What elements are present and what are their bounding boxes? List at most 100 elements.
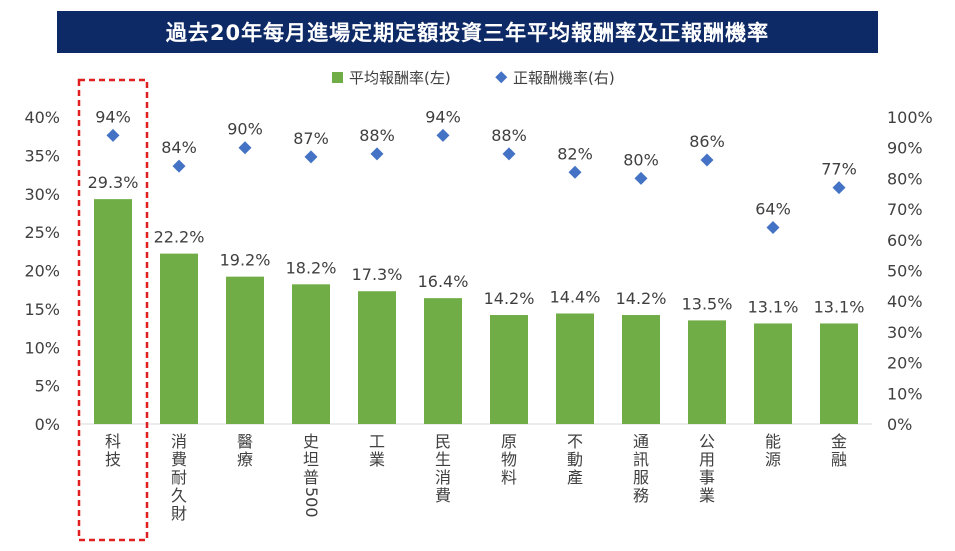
right-tick-label: 80% [887,169,923,188]
bar [556,313,594,424]
left-tick-label: 40% [24,108,60,127]
marker-data-label: 80% [623,150,659,169]
right-tick-label: 10% [887,384,923,403]
marker-series: 94% 84% 90% 87% 88% 94% 88% 82% 80% 86% 64% 77% [95,107,857,235]
marker-data-label: 64% [755,200,791,219]
marker-point [766,221,780,235]
left-tick-label: 5% [35,377,60,396]
bar-series: 29.3% 22.2% 19.2% 18.2% 17.3% 16.4% 14.2% 14.4%… [88,173,864,424]
marker-point [832,181,846,195]
category-label-part: 史 [303,432,319,451]
bar-data-label: 13.5% [682,294,733,313]
category-label-part: 久 [171,486,187,505]
bar-data-label: 14.2% [484,289,535,308]
marker-data-label: 94% [95,107,131,126]
bar [94,199,132,424]
bar-data-label: 14.2% [616,289,667,308]
left-tick-label: 20% [24,262,60,281]
bar-data-label: 18.2% [286,258,337,277]
bar [622,315,660,424]
bar [292,284,330,424]
right-tick-label: 90% [887,139,923,158]
marker-point [106,128,120,142]
category-label-part: 訊 [633,450,649,469]
chart-title: 過去20年每月進場定期定額投資三年平均報酬率及正報酬機率 [165,21,770,45]
category-label-part: 業 [699,486,715,505]
category-label-part: 民 [435,432,451,451]
category-label-part: 金 [831,432,847,451]
bar [358,291,396,424]
category-label-part: 事 [699,468,715,487]
category-label-part: 普 [303,468,319,487]
category-label-part: 用 [699,450,715,469]
highlight-box [77,78,149,542]
right-tick-label: 70% [887,200,923,219]
marker-point [568,165,582,179]
category-label-part: 通 [633,432,649,451]
right-tick-label: 50% [887,262,923,281]
category-label-part: 業 [369,450,385,469]
marker-data-label: 82% [557,144,593,163]
category-label-part: 不 [567,432,583,451]
bar [160,253,198,424]
category-label-part: 物 [501,450,517,469]
bar [226,276,264,424]
marker-point [172,159,186,173]
marker-point [304,150,318,164]
category-label-part: 費 [435,486,451,505]
bar-data-label: 29.3% [88,173,139,192]
marker-point [370,147,384,161]
left-axis: 0% 5% 10% 15% 20% 25% 30% 35% 40% [24,108,60,434]
left-tick-label: 25% [24,223,60,242]
marker-data-label: 88% [491,126,527,145]
marker-point [634,171,648,185]
right-tick-label: 0% [887,415,912,434]
marker-data-label: 90% [227,120,263,139]
category-label-part: 生 [435,450,451,469]
left-tick-label: 30% [24,185,60,204]
marker-data-label: 84% [161,138,197,157]
left-tick-label: 15% [24,300,60,319]
category-label-part: 料 [501,468,517,487]
category-label-part: 財 [171,504,187,523]
category-label-part: 能 [765,432,781,451]
category-label-part: 坦 [303,450,319,469]
category-label-part: 原 [501,432,517,451]
marker-data-label: 94% [425,107,461,126]
bar [754,323,792,424]
legend-label-bar: 平均報酬率(左) [349,69,451,87]
left-tick-label: 10% [24,338,60,357]
bar [820,323,858,424]
category-label-part: 費 [171,450,187,469]
category-label-part: 消 [171,432,187,451]
right-tick-label: 60% [887,231,923,250]
left-tick-label: 0% [35,415,60,434]
bar-data-label: 22.2% [154,228,205,247]
right-axis: 0% 10% 20% 30% 40% 50% 60% 70% 80% 90% 100% [887,108,933,434]
category-label-part: 服 [633,468,649,487]
bar-data-label: 19.2% [220,251,271,270]
marker-data-label: 77% [821,160,857,179]
marker-data-label: 87% [293,129,329,148]
chart-title-banner: 過去20年每月進場定期定額投資三年平均報酬率及正報酬機率 [57,11,878,53]
bar-data-label: 17.3% [352,265,403,284]
right-tick-label: 40% [887,292,923,311]
marker-point [700,153,714,167]
legend: 平均報酬率(左) 正報酬機率(右) [332,69,615,87]
category-label-part: 科 [105,432,121,451]
marker-point [502,147,516,161]
legend-label-marker: 正報酬機率(右) [513,69,615,87]
bar-data-label: 14.4% [550,287,601,306]
bar-data-label: 13.1% [748,297,799,316]
category-label-part: 工 [369,432,385,451]
category-label-part: 產 [567,468,583,487]
left-tick-label: 35% [24,146,60,165]
bar-data-label: 16.4% [418,272,469,291]
marker-data-label: 86% [689,132,725,151]
marker-point [238,141,252,155]
bar [490,315,528,424]
bar [424,298,462,424]
category-label-part: 源 [765,450,781,469]
